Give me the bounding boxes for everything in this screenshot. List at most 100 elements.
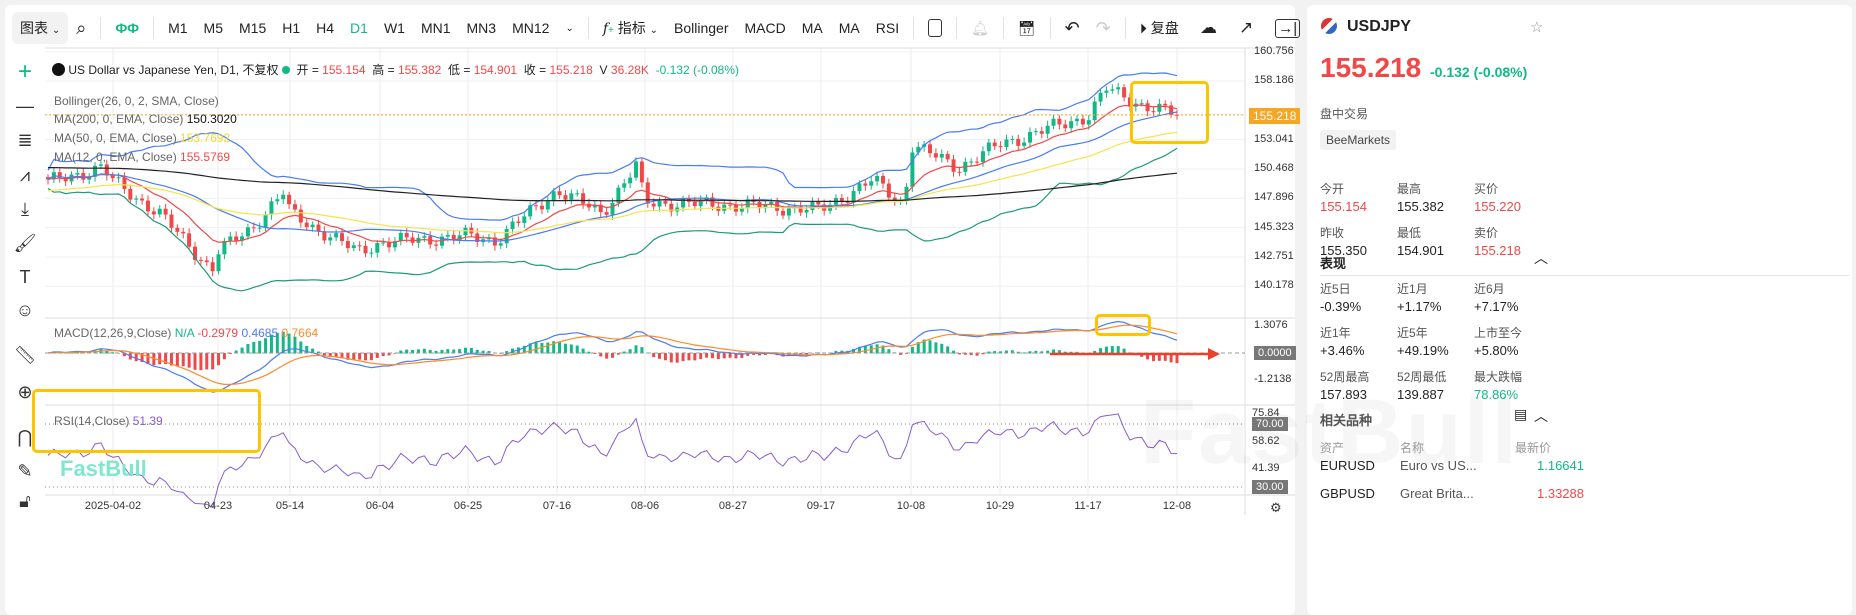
indicator-ma-button[interactable]: MA xyxy=(801,20,823,36)
zoom-in-icon[interactable]: ⊕ xyxy=(17,381,33,402)
candle-down xyxy=(451,234,456,240)
candle-up xyxy=(1051,118,1056,126)
broker-badge[interactable]: BeeMarkets xyxy=(1320,130,1397,150)
ma12-legend[interactable]: MA(12, 0, EMA, Close) 155.5769 xyxy=(54,150,230,164)
indicator-macd-button[interactable]: MACD xyxy=(744,20,786,36)
search-icon[interactable]: ⌕ xyxy=(76,17,87,38)
timeframe-h4[interactable]: H4 xyxy=(316,20,335,36)
timeframe-m15[interactable]: M15 xyxy=(239,20,267,36)
divider xyxy=(1002,17,1004,39)
date-axis-label: 06-25 xyxy=(453,500,483,512)
perf-item: 近5日 -0.39% xyxy=(1320,280,1397,314)
replay-button[interactable]: ⏵ 复盘 xyxy=(1140,18,1179,38)
macd-histogram-bar xyxy=(287,333,291,354)
candle-down xyxy=(1169,105,1174,115)
candle-down xyxy=(798,206,803,213)
candle-up xyxy=(1086,120,1091,125)
cloud-sync-icon[interactable]: ☁︎ xyxy=(1200,18,1217,37)
macd-histogram-bar xyxy=(364,353,368,361)
price-chart[interactable] xyxy=(0,0,1295,607)
macd-histogram-bar xyxy=(158,353,162,365)
timeframe-mn3[interactable]: MN3 xyxy=(466,20,497,36)
date-axis-label: 2025-04-02 xyxy=(84,500,142,512)
redo-icon[interactable]: ↷ xyxy=(1095,17,1111,38)
indicators-button[interactable]: f+ 指标 ⌄ xyxy=(602,20,659,37)
related-list: EURUSD Euro vs US... 1.16641 GBPUSD Great Br… xyxy=(1320,458,1850,514)
symbol-info-panel xyxy=(1307,5,1852,615)
chart-menu-button[interactable]: 图表 ⌄ xyxy=(12,12,69,44)
perf-label: 近1月 xyxy=(1397,282,1428,296)
lock-drawing-icon[interactable]: ✎ xyxy=(17,460,33,481)
macd-histogram-bar xyxy=(1175,353,1179,364)
highlight-box-price xyxy=(1130,81,1209,144)
ma50-legend[interactable]: MA(50, 0, EMA, Close) 153.7692 xyxy=(54,131,230,145)
rsi-legend[interactable]: RSI(14,Close) 51.39 xyxy=(54,414,163,428)
macd-histogram-bar xyxy=(963,353,967,355)
alert-bell-icon[interactable]: 🔔︎ xyxy=(971,19,989,36)
candle-down xyxy=(539,205,544,210)
fastbull-watermark-small: FastBull xyxy=(60,456,147,481)
timeframe-w1[interactable]: W1 xyxy=(383,20,405,36)
ma200-legend[interactable]: MA(200, 0, EMA, Close) 150.3020 xyxy=(54,112,237,126)
collapse-related-icon[interactable]: ︿ xyxy=(1534,408,1548,424)
candle-up xyxy=(87,176,92,180)
macd-histogram-bar xyxy=(952,350,956,354)
macd-histogram-bar xyxy=(975,353,979,356)
projection-icon[interactable]: ⤓ xyxy=(21,198,29,219)
magnet-icon[interactable]: ⋂ xyxy=(17,426,33,447)
collapse-panel-icon[interactable]: →| xyxy=(1275,18,1301,38)
quote-grid: 今开 155.154 最高 155.382 买价 155.220 昨收 155.350 最低 15… xyxy=(1320,180,1550,258)
candle-down xyxy=(187,233,192,247)
perf-value: 157.893 xyxy=(1320,387,1367,402)
trend-line-icon[interactable]: — xyxy=(16,95,34,116)
candlestick-type-icon[interactable]: ФФ xyxy=(115,20,140,36)
candle-up xyxy=(1010,138,1015,140)
related-row[interactable]: EURUSD Euro vs US... 1.16641 xyxy=(1320,458,1850,486)
share-export-icon[interactable]: ↗ xyxy=(1239,18,1254,37)
candle-up xyxy=(551,191,556,202)
ohlc-legend: US Dollar vs Japanese Yen, D1, 不复权 开 = 1… xyxy=(52,61,739,78)
macd-histogram-bar xyxy=(857,346,861,354)
col-asset-header: 资产 xyxy=(1320,441,1345,455)
bollinger-legend[interactable]: Bollinger(26, 0, 2, SMA, Close) xyxy=(54,94,219,108)
indicator-ma-button[interactable]: MA xyxy=(838,20,860,36)
macd-histogram-bar xyxy=(328,353,332,358)
macd-legend[interactable]: MACD(12,26,9,Close) N/A -0.2979 0.4685 0… xyxy=(54,326,318,340)
favorite-star-icon[interactable]: ☆ xyxy=(1530,19,1544,36)
candle-up xyxy=(545,201,550,210)
indicator-bollinger-button[interactable]: Bollinger xyxy=(674,20,729,36)
candle-down xyxy=(663,201,668,204)
list-icon[interactable]: ▤ xyxy=(1514,406,1528,422)
ruler-icon[interactable]: 📏︎ xyxy=(13,344,37,365)
quote-label: 卖价 xyxy=(1474,226,1499,240)
undo-icon[interactable]: ↶ xyxy=(1064,17,1080,38)
candle-up xyxy=(1033,131,1038,133)
timeframe-d1[interactable]: D1 xyxy=(350,20,368,36)
crosshair-plus-icon[interactable]: + xyxy=(17,58,32,85)
macd-histogram-bar xyxy=(375,353,379,358)
macd-histogram-bar xyxy=(969,353,973,356)
timeframe-m1[interactable]: M1 xyxy=(168,20,188,36)
related-row[interactable]: GBPUSD Great Brita... 1.33288 xyxy=(1320,486,1850,514)
timeframe-mn1[interactable]: MN1 xyxy=(420,20,451,36)
brush-icon[interactable]: 🖌︎ xyxy=(13,232,37,253)
date-axis-label: 06-04 xyxy=(365,500,395,512)
collapse-performance-icon[interactable]: ︿ xyxy=(1534,250,1548,266)
text-tool-icon[interactable]: T xyxy=(19,266,31,287)
asset-name: Euro vs US... xyxy=(1400,458,1477,473)
emoji-icon[interactable]: ☺ xyxy=(15,299,35,320)
indicator-rsi-button[interactable]: RSI xyxy=(875,20,900,36)
candle-down xyxy=(957,171,962,173)
timeframe-mn12[interactable]: MN12 xyxy=(512,20,550,36)
timeframe-h1[interactable]: H1 xyxy=(282,20,301,36)
layout-template-icon[interactable] xyxy=(928,19,943,37)
candle-down xyxy=(122,177,127,189)
timeframe-m5[interactable]: M5 xyxy=(203,20,223,36)
calendar-icon[interactable]: 📅︎ xyxy=(1017,19,1036,36)
pattern-icon[interactable]: ⩘ xyxy=(19,164,31,185)
fib-lines-icon[interactable]: ≣ xyxy=(17,129,33,150)
lock-icon[interactable]: 🔓︎ xyxy=(19,490,31,511)
more-timeframes-chevron-icon[interactable]: ⌄ xyxy=(565,22,574,34)
perf-value: +5.80% xyxy=(1474,343,1519,358)
chart-settings-gear-icon[interactable]: ⚙ xyxy=(1270,500,1282,515)
